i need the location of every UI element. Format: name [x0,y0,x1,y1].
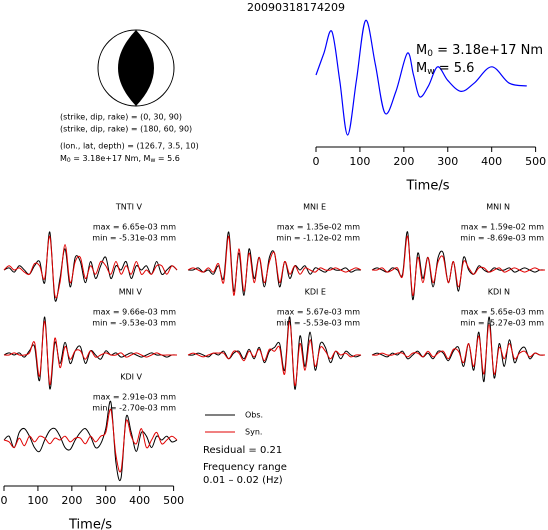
x-tick-label: 400 [129,494,150,507]
max-label: max = 2.91e-03 mm [93,393,176,402]
annotation-text: = 5.6 [435,61,475,76]
max-label: max = 5.65e-03 mm [461,308,544,317]
x-tick-label: 200 [393,155,414,168]
legend-label: Syn. [245,428,262,437]
max-label: max = 6.65e-03 mm [93,223,176,232]
x-axis-label: Time/s [68,518,112,530]
x-tick-label: 0 [313,155,320,168]
syn-trace [371,324,546,375]
max-label: max = 5.67e-03 mm [277,308,360,317]
x-tick-label: 0 [1,494,8,507]
moment-line: M0 = 3.18e+17 Nm, Mw = 5.6 [60,154,180,164]
min-label: min = -5.31e-03 mm [92,234,176,243]
moment-text: = 3.18e+17 Nm, [71,154,144,163]
syn-trace [3,320,177,386]
x-tick-label: 400 [481,155,502,168]
title: 20090318174209 [247,1,345,14]
obs-trace [3,231,178,302]
symbol: M [416,43,427,58]
symbol: M [60,154,67,163]
min-label: min = -9.53e-03 mm [92,319,176,328]
magnitude-text: = 5.6 [155,154,180,163]
mechanism-line: (strike, dip, rake) = (180, 60, 90) [60,125,192,134]
station-name: KDI V [120,373,142,382]
mechanism-line: (strike, dip, rake) = (0, 30, 90) [60,113,182,122]
station-name: TNTI V [115,203,143,212]
syn-trace [3,235,178,299]
subscript: 0 [67,157,71,164]
max-label: max = 9.66e-03 mm [93,308,176,317]
mechanism-line: (lon., lat, depth) = (126.7, 3.5, 10) [60,142,199,151]
max-label: max = 1.35e-02 mm [277,223,360,232]
beachball [97,29,175,107]
station-name: KDI N [488,288,510,297]
min-label: min = -2.70e-03 mm [92,404,176,413]
syn-trace [187,235,362,296]
obs-trace [187,316,362,390]
min-label: min = -5.27e-03 mm [460,319,544,328]
x-tick-label: 100 [27,494,48,507]
subscript: w [150,157,155,164]
symbol: M [416,61,427,76]
x-tick-label: 200 [61,494,82,507]
symbol: M [144,154,151,163]
x-tick-label: 300 [95,494,116,507]
frequency-label: Frequency range [203,462,287,473]
beachball-lens [118,30,154,106]
annotation: Mw = 5.6 [416,61,474,77]
station-name: MNI V [119,288,143,297]
annotation-text: = 3.18e+17 Nm [433,43,543,58]
syn-trace [3,408,178,473]
residual: Residual = 0.21 [203,445,282,456]
syn-trace [187,320,362,386]
legend-label: Obs. [245,411,263,420]
max-label: max = 1.59e-02 mm [461,223,544,232]
x-tick-label: 500 [163,494,184,507]
obs-trace [371,316,546,383]
source-time-function [315,19,527,136]
frequency-band: 0.01 – 0.02 (Hz) [203,475,283,486]
station-name: MNI E [303,203,326,212]
subscript: w [427,67,434,77]
x-tick-label: 100 [349,155,370,168]
station-name: MNI N [486,203,510,212]
subscript: 0 [427,49,433,59]
x-axis-label: Time/s [406,179,450,194]
x-tick-label: 300 [437,155,458,168]
min-label: min = -5.53e-03 mm [276,319,360,328]
syn-trace [371,235,546,296]
min-label: min = -8.69e-03 mm [460,234,544,243]
min-label: min = -1.12e-02 mm [276,234,360,243]
annotation: M0 = 3.18e+17 Nm [416,43,543,59]
station-name: KDI E [305,288,326,297]
x-tick-label: 500 [525,155,546,168]
